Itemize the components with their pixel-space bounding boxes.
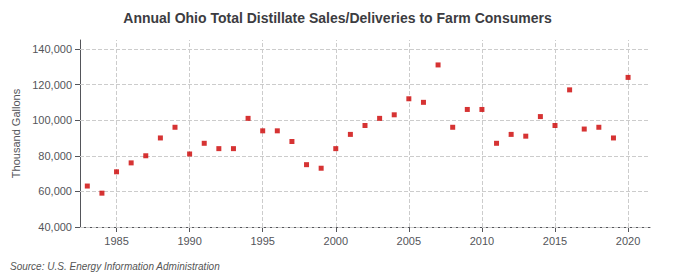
svg-text:2005: 2005	[397, 235, 421, 247]
svg-text:2015: 2015	[543, 235, 567, 247]
svg-text:Thousand Gallons: Thousand Gallons	[10, 88, 22, 178]
svg-text:120,000: 120,000	[32, 79, 72, 91]
svg-text:2020: 2020	[616, 235, 640, 247]
svg-text:40,000: 40,000	[38, 221, 72, 233]
svg-text:140,000: 140,000	[32, 43, 72, 55]
svg-text:80,000: 80,000	[38, 150, 72, 162]
svg-text:60,000: 60,000	[38, 185, 72, 197]
svg-text:1985: 1985	[104, 235, 128, 247]
svg-text:2010: 2010	[470, 235, 494, 247]
svg-text:100,000: 100,000	[32, 114, 72, 126]
svg-text:1995: 1995	[250, 235, 274, 247]
svg-text:2000: 2000	[324, 235, 348, 247]
svg-text:Source: U.S. Energy Informatio: Source: U.S. Energy Information Administ…	[10, 261, 220, 272]
svg-text:1990: 1990	[177, 235, 201, 247]
svg-text:Annual Ohio Total Distillate S: Annual Ohio Total Distillate Sales/Deliv…	[123, 10, 552, 26]
